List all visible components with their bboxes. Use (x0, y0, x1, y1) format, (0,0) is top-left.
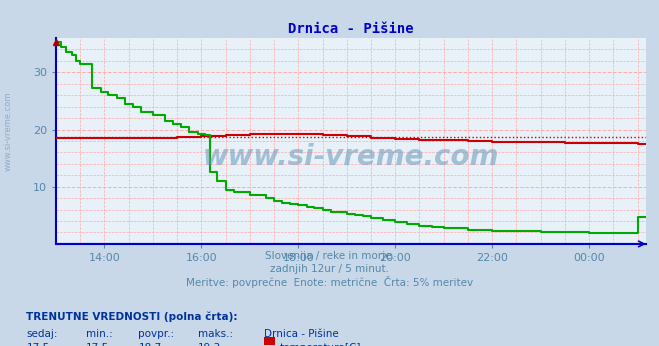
Text: www.si-vreme.com: www.si-vreme.com (3, 92, 13, 171)
Text: zadnjih 12ur / 5 minut.: zadnjih 12ur / 5 minut. (270, 264, 389, 274)
Text: Drnica - Pišine: Drnica - Pišine (264, 329, 338, 339)
Title: Drnica - Pišine: Drnica - Pišine (288, 21, 414, 36)
Text: maks.:: maks.: (198, 329, 233, 339)
Text: Meritve: povprečne  Enote: metrične  Črta: 5% meritev: Meritve: povprečne Enote: metrične Črta:… (186, 276, 473, 289)
Text: temperatura[C]: temperatura[C] (279, 343, 361, 346)
Text: 17,5: 17,5 (26, 343, 49, 346)
Text: povpr.:: povpr.: (138, 329, 175, 339)
Text: 18,7: 18,7 (138, 343, 161, 346)
Text: 17,5: 17,5 (86, 343, 109, 346)
Text: www.si-vreme.com: www.si-vreme.com (203, 144, 499, 172)
Text: Slovenija / reke in morje.: Slovenija / reke in morje. (264, 251, 395, 261)
Text: sedaj:: sedaj: (26, 329, 58, 339)
Text: min.:: min.: (86, 329, 113, 339)
Text: TRENUTNE VREDNOSTI (polna črta):: TRENUTNE VREDNOSTI (polna črta): (26, 311, 238, 322)
Text: 19,3: 19,3 (198, 343, 221, 346)
